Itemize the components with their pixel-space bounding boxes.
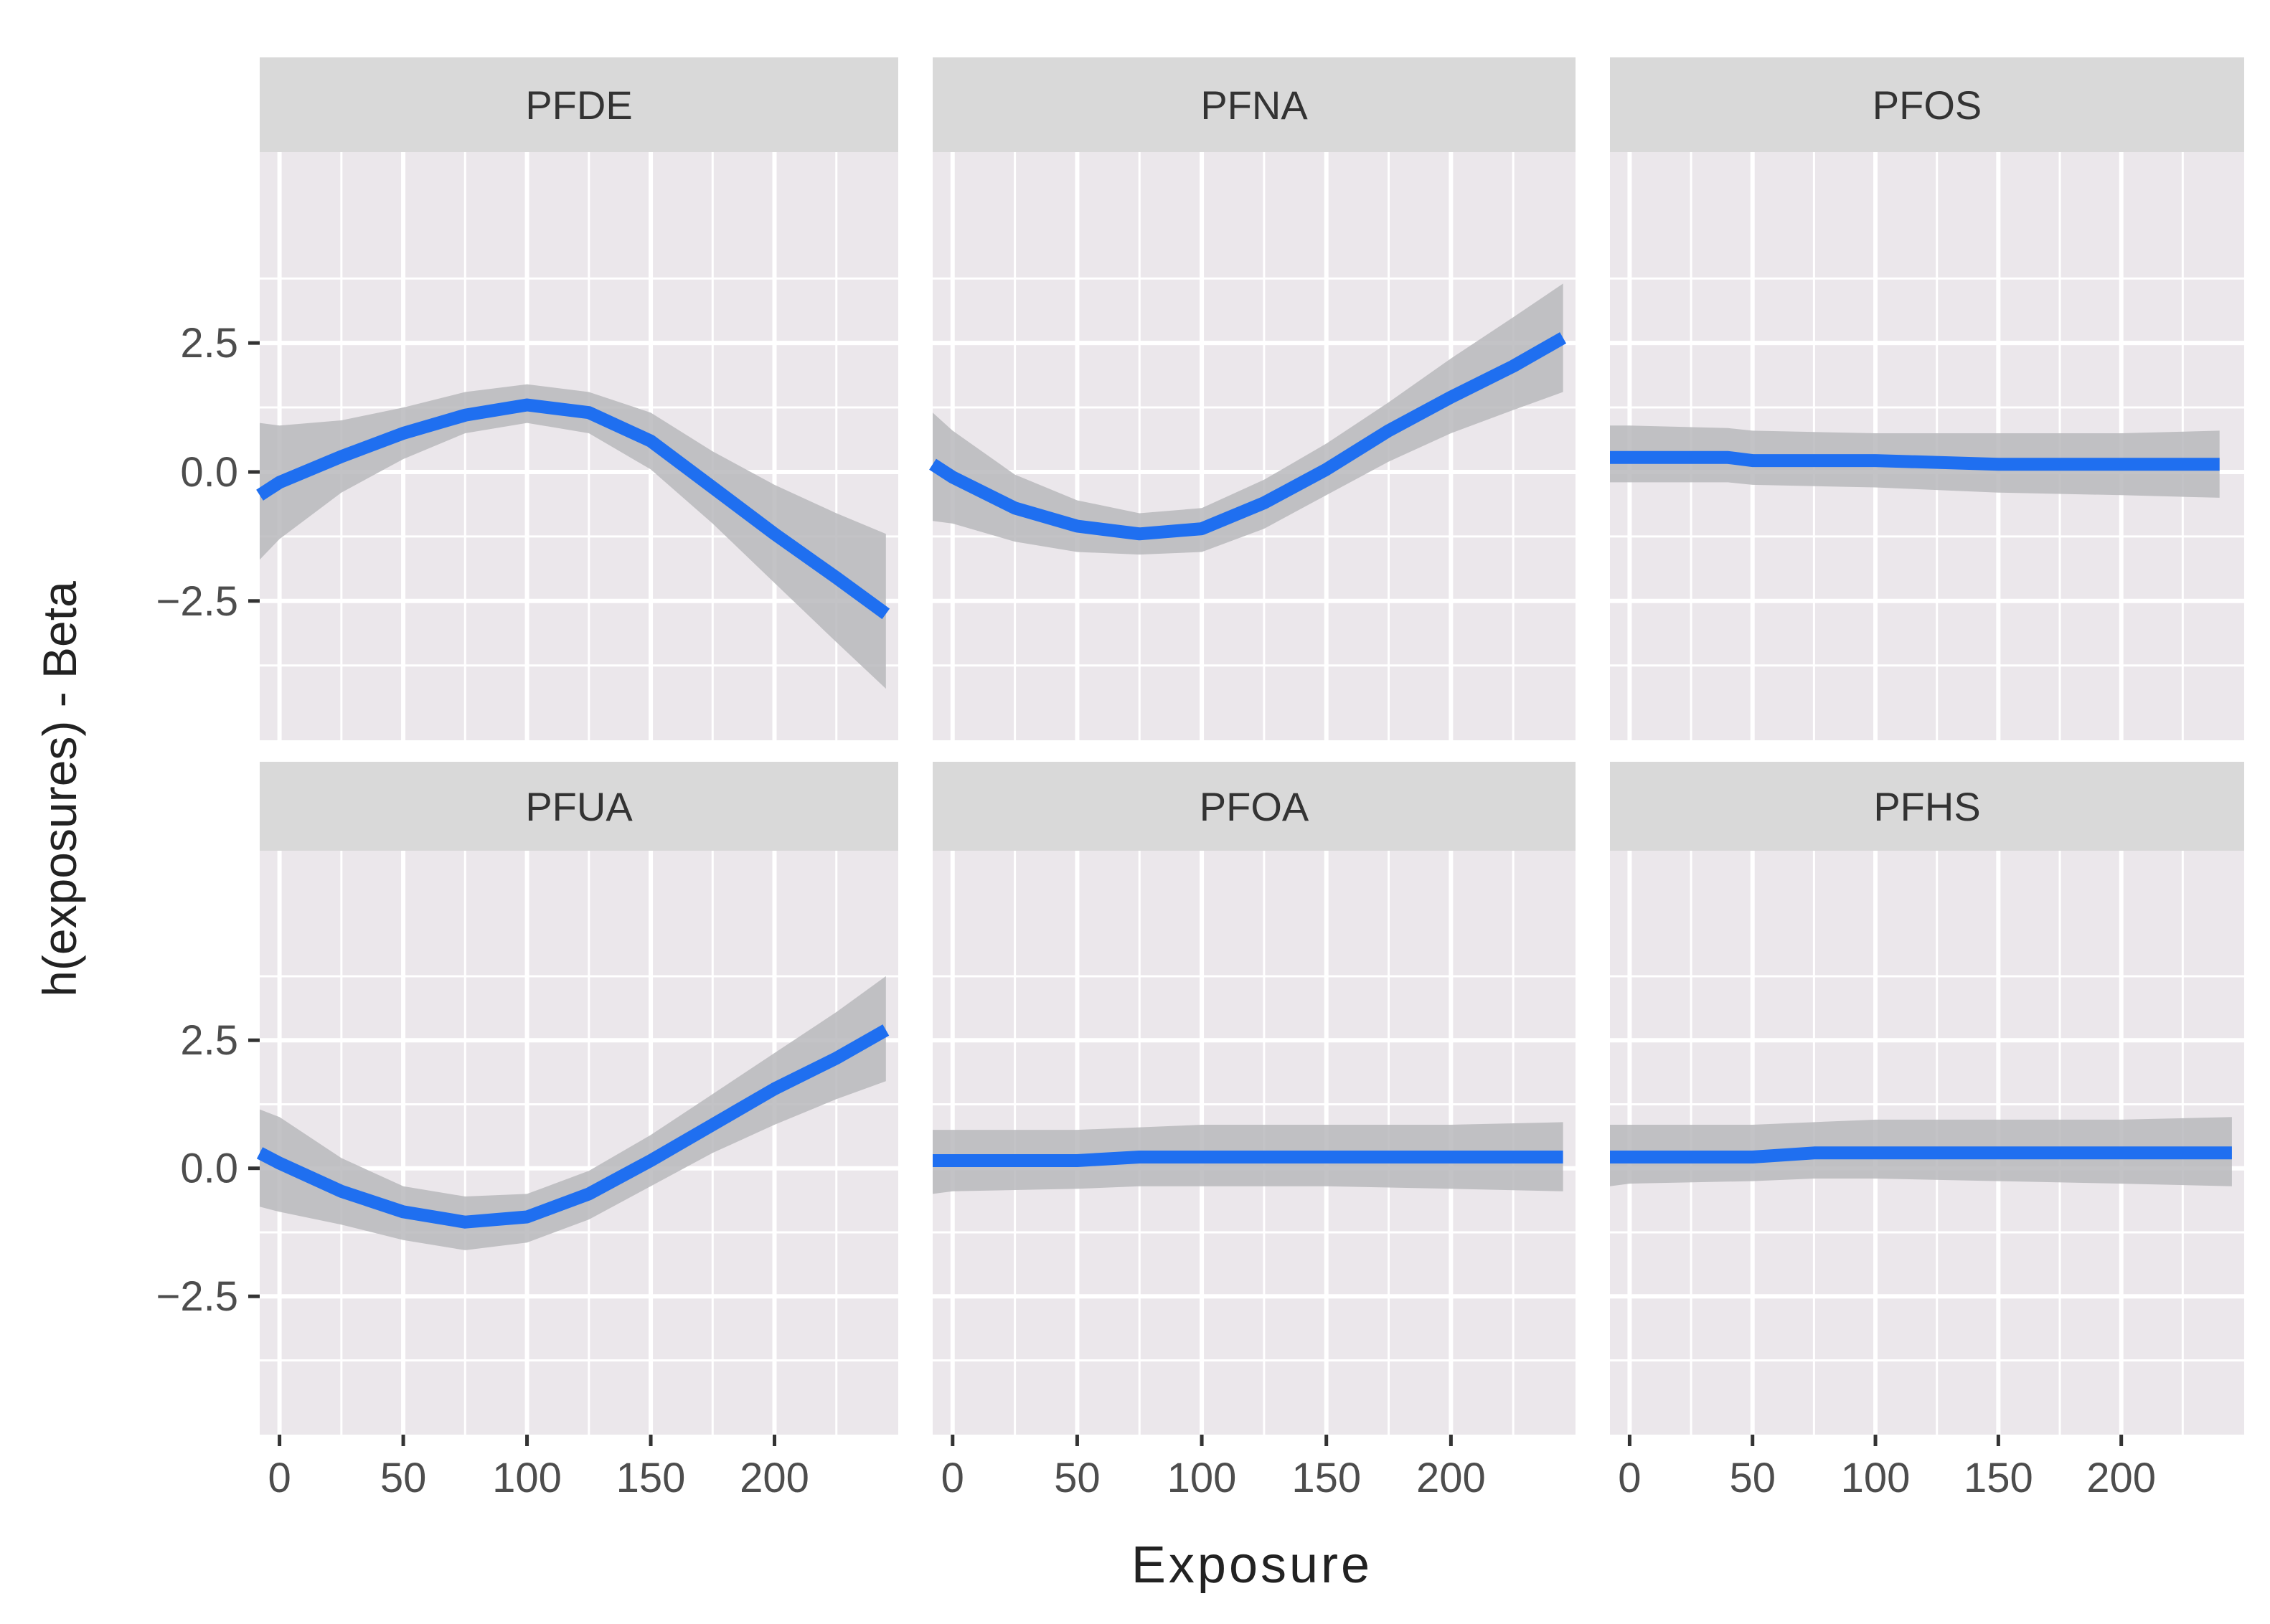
facet-strip	[260, 762, 898, 851]
series-line	[1610, 1146, 2232, 1163]
x-tick-label: 100	[1167, 1455, 1237, 1501]
x-axis-title: Exposure	[1131, 1536, 1372, 1594]
facet-panel-pfos: PFOS	[1610, 57, 2244, 740]
y-tick-label: 0.0	[180, 1146, 238, 1192]
panel-background	[260, 851, 898, 1435]
facet-strip	[260, 57, 898, 152]
x-tick-label: 50	[1054, 1455, 1101, 1501]
facet-title: PFUA	[525, 784, 633, 829]
facet-title: PFDE	[525, 82, 632, 128]
confidence-band	[933, 283, 1563, 555]
y-tick-label: 0.0	[180, 449, 238, 496]
x-tick-label: 0	[268, 1455, 291, 1501]
facet-title: PFHS	[1873, 784, 1980, 829]
facet-title: PFOS	[1873, 82, 1982, 128]
y-tick-label: 2.5	[180, 320, 238, 367]
facet-panel-pfhs: PFHS 0 50 100 150 200	[1610, 762, 2244, 1501]
x-tick-label: 200	[740, 1455, 809, 1501]
x-tick-label: 150	[1291, 1455, 1361, 1501]
confidence-band	[260, 384, 886, 689]
x-tick-label: 100	[1841, 1455, 1911, 1501]
x-tick-label: 0	[1618, 1455, 1641, 1501]
y-tick-label: 2.5	[180, 1017, 238, 1064]
x-tick-label: 0	[941, 1455, 964, 1501]
facet-title: PFNA	[1200, 82, 1308, 128]
y-tick-label: −2.5	[156, 578, 239, 625]
y-axis-title: h(exposures) - Beta	[33, 581, 86, 997]
x-tick-label: 150	[1964, 1455, 2033, 1501]
x-tick-label: 150	[616, 1455, 686, 1501]
x-tick-label: 100	[492, 1455, 562, 1501]
series-line	[1610, 450, 2220, 471]
x-tick-label: 50	[380, 1455, 427, 1501]
facet-panel-pfde: PFDE 2.5 0.0 −2.5	[156, 57, 898, 740]
facet-panel-pfua: PFUA 2.5 0.0 −2.5 0 50 100 150 200	[156, 762, 898, 1501]
facet-strip	[1610, 762, 2244, 851]
facet-strip	[933, 57, 1576, 152]
facet-panel-pfoa: PFOA 0 50 100 150 200	[933, 762, 1576, 1501]
x-tick-label: 200	[2086, 1455, 2156, 1501]
x-tick-label: 50	[1729, 1455, 1776, 1501]
series-line	[256, 1024, 890, 1229]
series-line	[929, 332, 1567, 541]
series-line	[256, 398, 890, 620]
series-line	[933, 1151, 1563, 1167]
facet-strip	[933, 762, 1576, 851]
facet-strip	[1610, 57, 2244, 152]
facet-title: PFOA	[1200, 784, 1309, 829]
panel-background	[933, 152, 1576, 740]
facet-panel-pfna: PFNA	[929, 57, 1576, 740]
y-tick-label: −2.5	[156, 1273, 239, 1320]
x-tick-label: 200	[1416, 1455, 1486, 1501]
